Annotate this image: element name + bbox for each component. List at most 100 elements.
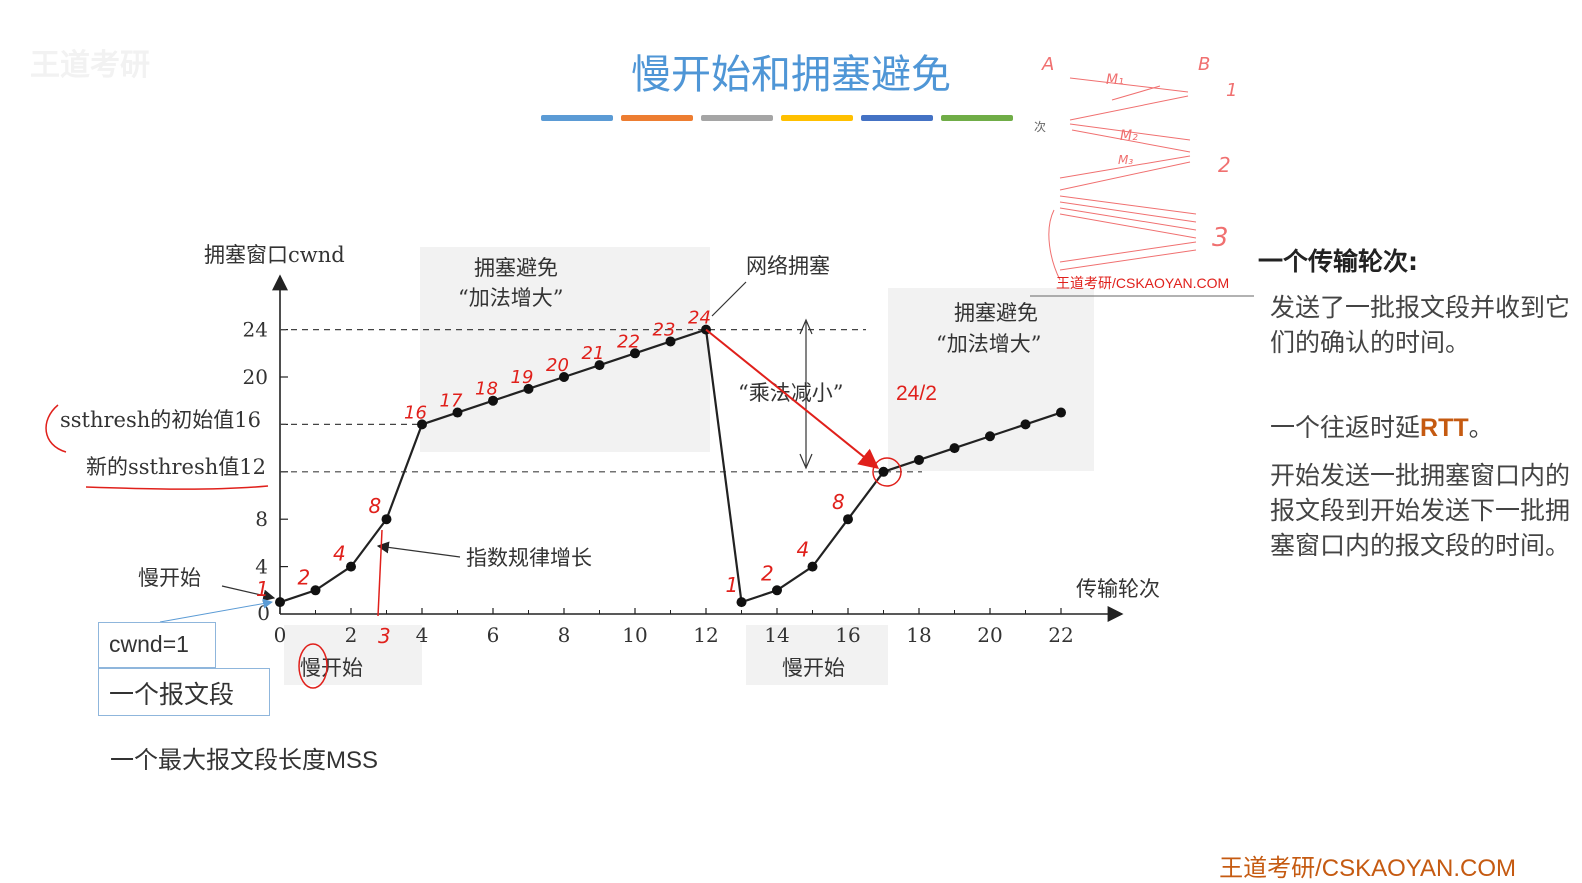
watermark-logo: 王道考研 (30, 48, 150, 83)
congestion-label: 网络拥塞 (746, 254, 830, 278)
point-17-circle (872, 457, 902, 487)
ss1-shade (284, 625, 422, 685)
sketch-line (1059, 155, 1191, 179)
color-bar-segment (621, 115, 693, 121)
x-tick-label: 8 (558, 623, 571, 647)
ss2-shade (746, 625, 888, 685)
handwritten-mark: 1 (256, 577, 269, 601)
ca1-shade (420, 247, 710, 452)
data-point (949, 443, 960, 454)
sketch-line (1069, 123, 1191, 141)
x-tick-label: 20 (977, 623, 1002, 647)
ssthresh-new-label: 新的ssthresh值12 (86, 455, 266, 479)
handwritten-mark: 17 (440, 391, 463, 412)
ca2-sublabel: “加法增大” (936, 332, 1041, 356)
round-definition-3: 开始发送一批拥塞窗口内的报文段到开始发送下一批拥塞窗口内的报文段的时间。 (1270, 461, 1571, 560)
handdrawn-line (377, 529, 383, 617)
sketch-label-a: A (1041, 54, 1054, 75)
congestion-pointer (711, 281, 747, 317)
color-bar-segment (701, 115, 773, 121)
data-point (772, 585, 782, 596)
handwritten-mark: 2 (761, 561, 774, 585)
cwnd-box: cwnd=1 (98, 622, 216, 668)
handwritten-mark: 23 (653, 319, 676, 340)
x-tick-label: 10 (622, 623, 647, 647)
x-axis-label: 传输轮次 (1076, 577, 1160, 601)
y-tick-label: 24 (243, 318, 268, 342)
sketch-line (1059, 249, 1197, 271)
ca1-sublabel: “加法增大” (458, 286, 563, 310)
sketch-round-label: 次 (1034, 120, 1046, 134)
x-tick-label: 22 (1048, 623, 1073, 647)
x-tick-label: 16 (835, 623, 860, 647)
handwritten-mark: 16 (404, 402, 427, 423)
y-tick-label: 4 (255, 555, 268, 579)
halving-arrow (705, 328, 880, 470)
sketch-line (1059, 241, 1197, 263)
sketch-diagram (1048, 77, 1197, 281)
y-tick-label: 8 (255, 507, 268, 531)
sketch-watermark: 王道考研/CSKAOYAN.COM (1056, 275, 1229, 291)
data-point (452, 407, 463, 418)
half-value-label: 24/2 (896, 382, 937, 405)
y-tick-label: 20 (243, 365, 268, 389)
data-point (381, 514, 392, 525)
slow-start-pointer (221, 585, 276, 602)
color-bar-segment (781, 115, 853, 121)
slow-start-label-1: 慢开始 (138, 566, 201, 590)
x-tick-label: 18 (906, 623, 931, 647)
x-tick-label: 14 (764, 623, 789, 647)
page-title: 慢开始和拥塞避免 (631, 52, 951, 98)
sketch-label-m2: M₂ (1120, 128, 1138, 144)
range-arrow-up (799, 318, 813, 335)
sketch-label-m1: M₁ (1106, 72, 1124, 88)
data-point (488, 395, 498, 406)
ca2-label: 拥塞避免 (954, 301, 1038, 325)
exp-growth-pointer (376, 541, 461, 558)
ssthresh-init-label: ssthresh的初始值16 (60, 408, 261, 432)
data-point (275, 597, 285, 608)
rtt-highlight: RTT (1420, 414, 1469, 442)
handwritten-mark: 8 (832, 490, 845, 514)
cwnd-box-text: cwnd=1 (109, 631, 189, 657)
data-point (594, 360, 605, 371)
data-point (417, 419, 427, 430)
handwritten-tick-3: 3 (378, 624, 391, 648)
data-point (310, 585, 321, 596)
data-point (843, 514, 853, 525)
segment-box-text: 一个报文段 (109, 680, 235, 709)
mult-decrease-label: “乘法减小” (738, 381, 843, 405)
data-point (559, 372, 569, 382)
rtt-text-pre: 一个往返时延 (1270, 413, 1421, 442)
data-point (1020, 419, 1031, 430)
handwritten-mark: 24 (688, 308, 711, 329)
y-axis-label: 拥塞窗口cwnd (204, 243, 345, 267)
range-arrow-down (799, 453, 813, 470)
sketch-line (1059, 207, 1197, 231)
sketch-number-1: 1 (1226, 80, 1237, 101)
sketch-line (1069, 77, 1189, 93)
sketch-line (1048, 209, 1061, 281)
handwritten-mark: 22 (617, 331, 640, 352)
color-bar-segment (541, 115, 613, 121)
data-point (346, 561, 356, 572)
data-point (914, 454, 924, 465)
round-definition-2: 一个往返时延RTT。 (1270, 410, 1570, 446)
data-point (878, 466, 889, 477)
handwritten-mark: 21 (582, 343, 605, 364)
new-ssthresh-underline (85, 485, 269, 490)
mss-note-text: 一个最大报文段长度 (110, 746, 326, 774)
sketch-label-m3: M₃ (1118, 153, 1133, 167)
exp-growth-label: 指数规律增长 (466, 546, 592, 570)
sketch-line (1111, 85, 1161, 101)
data-point (523, 383, 534, 394)
x-tick-label: 6 (487, 623, 500, 647)
sketch-number-3: 3 (1212, 223, 1229, 253)
data-point (807, 561, 818, 572)
sketch-line (1059, 161, 1191, 191)
data-point (1056, 407, 1066, 418)
sketch-number-2: 2 (1218, 153, 1231, 177)
handwritten-mark: 20 (546, 355, 569, 376)
ca1-label: 拥塞避免 (474, 256, 558, 280)
x-tick-label: 2 (345, 623, 358, 647)
